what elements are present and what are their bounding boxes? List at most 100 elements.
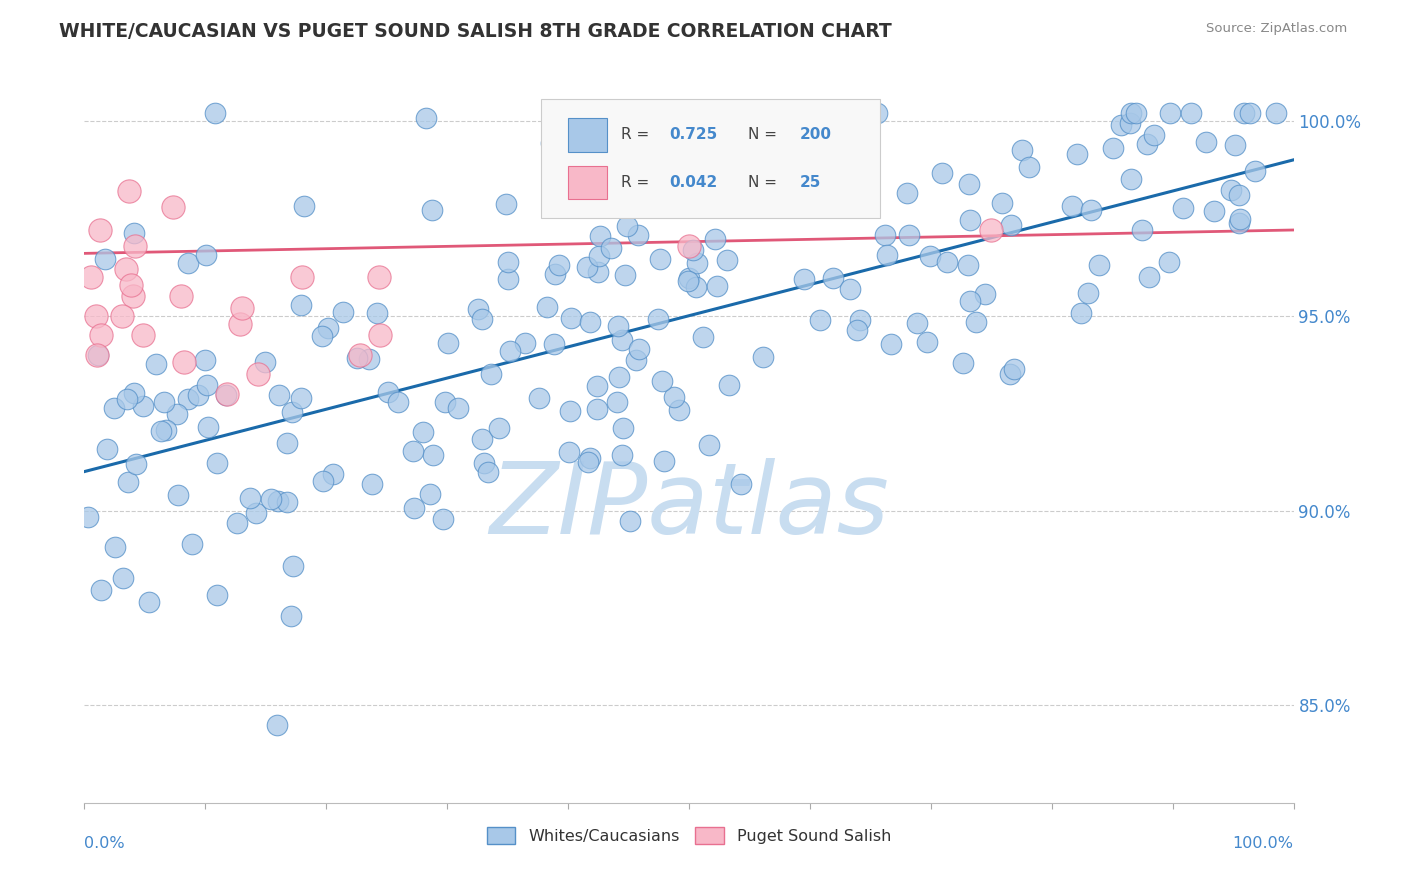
Text: 200: 200 <box>800 128 832 143</box>
Point <box>1002 362 1025 376</box>
Point <box>115 392 138 406</box>
Point <box>1227 187 1250 202</box>
Point <box>1180 106 1202 120</box>
Point <box>316 321 339 335</box>
Point <box>627 227 650 242</box>
Point <box>145 357 167 371</box>
Text: WHITE/CAUCASIAN VS PUGET SOUND SALISH 8TH GRADE CORRELATION CHART: WHITE/CAUCASIAN VS PUGET SOUND SALISH 8T… <box>59 22 891 41</box>
Point <box>1000 219 1022 233</box>
Point <box>477 465 499 479</box>
Point <box>931 166 953 180</box>
Text: ZIPatlas: ZIPatlas <box>489 458 889 555</box>
Point <box>793 272 815 286</box>
Point <box>322 467 344 481</box>
Point <box>294 199 316 213</box>
Point <box>499 343 522 358</box>
Point <box>619 514 641 528</box>
Point <box>586 402 609 417</box>
Point <box>664 390 686 404</box>
Point <box>471 312 494 326</box>
Point <box>875 228 897 243</box>
Point <box>1136 137 1159 152</box>
Point <box>704 232 727 246</box>
Point <box>214 388 236 402</box>
Text: N =: N = <box>748 128 782 143</box>
Point <box>422 448 444 462</box>
Point <box>915 334 938 349</box>
Point <box>87 348 110 362</box>
Point <box>446 401 468 415</box>
Point <box>89 223 111 237</box>
Point <box>1070 306 1092 320</box>
Point <box>267 494 290 508</box>
Point <box>1077 285 1099 300</box>
Point <box>647 312 669 326</box>
Point <box>114 262 136 277</box>
Point <box>205 588 228 602</box>
Point <box>610 333 633 347</box>
Point <box>576 455 599 469</box>
Point <box>204 106 226 120</box>
Point <box>1109 118 1132 132</box>
Point <box>897 228 920 243</box>
Text: R =: R = <box>621 175 654 190</box>
Point <box>718 378 741 392</box>
Point <box>229 317 252 331</box>
Point <box>498 272 520 286</box>
Point <box>936 255 959 269</box>
Point <box>104 540 127 554</box>
Point <box>789 167 811 181</box>
Point <box>117 475 139 490</box>
Point <box>138 595 160 609</box>
Point <box>290 298 312 312</box>
Point <box>96 442 118 456</box>
Point <box>616 219 638 233</box>
Point <box>980 223 1002 237</box>
Point <box>540 136 562 151</box>
Point <box>1119 106 1142 120</box>
Point <box>610 448 633 462</box>
Point <box>547 258 569 272</box>
Point <box>544 267 567 281</box>
Point <box>1229 212 1251 227</box>
Point <box>1018 160 1040 174</box>
Point <box>678 238 700 252</box>
Point <box>170 289 193 303</box>
Point <box>905 316 928 330</box>
Text: 0.042: 0.042 <box>669 175 718 190</box>
Point <box>280 405 302 419</box>
Point <box>280 608 302 623</box>
Point <box>651 374 673 388</box>
Point <box>849 312 872 326</box>
Point <box>613 268 636 282</box>
Text: 0.0%: 0.0% <box>84 836 125 851</box>
Point <box>730 477 752 491</box>
Point <box>668 402 690 417</box>
Point <box>496 255 519 269</box>
Point <box>1227 216 1250 230</box>
Point <box>111 309 134 323</box>
Point <box>965 315 987 329</box>
Point <box>1202 203 1225 218</box>
Point <box>94 252 117 267</box>
Point <box>173 355 195 369</box>
Point <box>197 420 219 434</box>
Point <box>132 328 155 343</box>
Text: 0.725: 0.725 <box>669 128 718 143</box>
Point <box>513 336 536 351</box>
Point <box>676 186 699 200</box>
Point <box>1130 223 1153 237</box>
Point <box>838 282 860 296</box>
Point <box>124 238 146 252</box>
Point <box>697 438 720 452</box>
Point <box>808 312 831 326</box>
Point <box>1080 203 1102 218</box>
Point <box>558 404 581 418</box>
Point <box>686 256 709 270</box>
Point <box>880 337 903 351</box>
Point <box>180 537 202 551</box>
Point <box>267 387 290 401</box>
Point <box>177 392 200 406</box>
Point <box>239 491 262 505</box>
Point <box>1195 135 1218 149</box>
